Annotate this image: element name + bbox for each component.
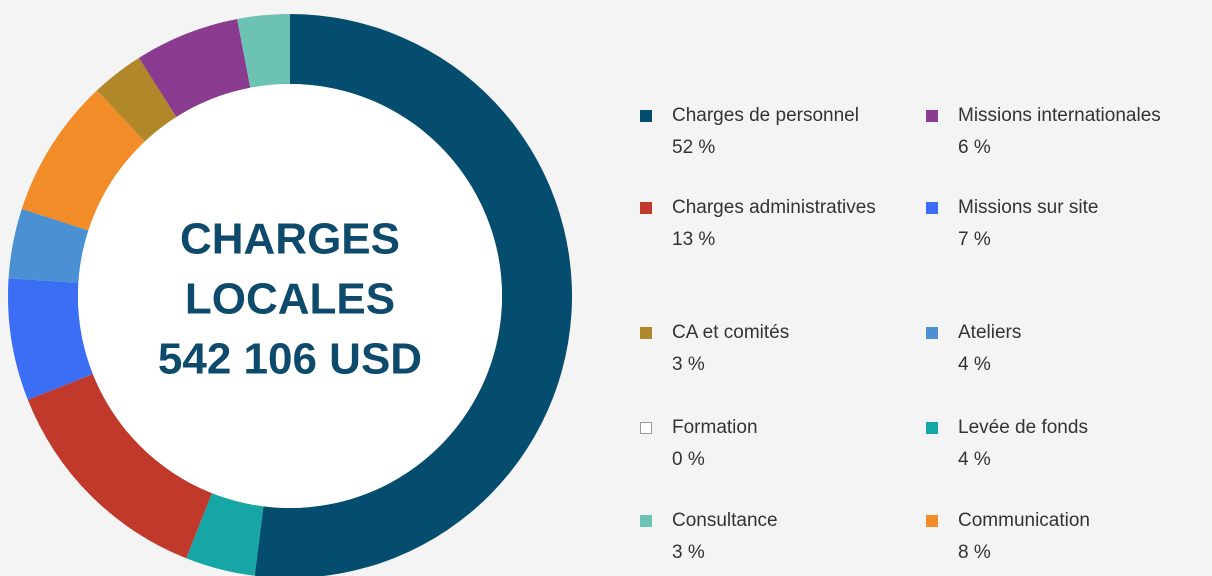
legend-swatch (926, 202, 938, 214)
legend-swatch (926, 515, 938, 527)
legend-item: Ateliers 4 % (926, 317, 1208, 381)
legend-label: Charges administratives (672, 197, 876, 218)
donut-segment (27, 374, 212, 559)
legend-label: Missions sur site (958, 197, 1099, 218)
legend-swatch (640, 202, 652, 214)
legend-swatch (926, 327, 938, 339)
legend-label: Missions internationales (958, 105, 1161, 126)
center-label: 542 106 USD (158, 335, 422, 384)
legend-value: 3 % (672, 542, 705, 563)
donut-segment (254, 14, 572, 576)
legend-item: Communication 8 % (926, 505, 1208, 569)
legend-label: Ateliers (958, 322, 1022, 343)
legend-item: Missions internationales 6 % (926, 100, 1208, 164)
legend-label: Levée de fonds (958, 417, 1088, 438)
donut-segment (8, 208, 89, 283)
legend-swatch (640, 515, 652, 527)
legend-swatch (640, 422, 652, 434)
legend-swatch (926, 422, 938, 434)
legend-item: Missions sur site 7 % (926, 192, 1208, 256)
donut-segment (237, 14, 290, 88)
legend-item: Consultance 3 % (640, 505, 900, 569)
donut-chart: CHARGES LOCALES 542 106 USD (8, 14, 572, 576)
legend-item: Charges de personnel 52 % (640, 100, 900, 164)
legend-label: CA et comités (672, 322, 790, 343)
legend-item: Levée de fonds 4 % (926, 412, 1208, 476)
legend-swatch (640, 110, 652, 122)
legend-value: 8 % (958, 542, 991, 563)
donut-segment (138, 18, 251, 118)
legend-value: 4 % (958, 354, 991, 375)
legend-value: 7 % (958, 229, 991, 250)
center-label: CHARGES (180, 215, 400, 264)
legend-value: 4 % (958, 449, 991, 470)
donut-segment (186, 493, 264, 576)
legend-label: Charges de personnel (672, 105, 859, 126)
legend-item: CA et comités 3 % (640, 317, 900, 381)
donut-segment (21, 90, 145, 231)
legend-value: 6 % (958, 137, 991, 158)
donut-hole (78, 84, 502, 508)
legend-item: Charges administratives 13 % (640, 192, 900, 256)
legend-label: Communication (958, 510, 1090, 531)
donut-segment (8, 278, 93, 400)
legend-value: 3 % (672, 354, 705, 375)
legend-item: Formation 0 % (640, 412, 900, 476)
legend-value: 52 % (672, 137, 716, 158)
legend-label: Formation (672, 417, 758, 438)
legend-swatch (640, 327, 652, 339)
center-label: LOCALES (185, 275, 395, 324)
legend-label: Consultance (672, 510, 778, 531)
legend-value: 13 % (672, 229, 716, 250)
donut-segment (96, 57, 177, 142)
legend-value: 0 % (672, 449, 705, 470)
legend-swatch (926, 110, 938, 122)
